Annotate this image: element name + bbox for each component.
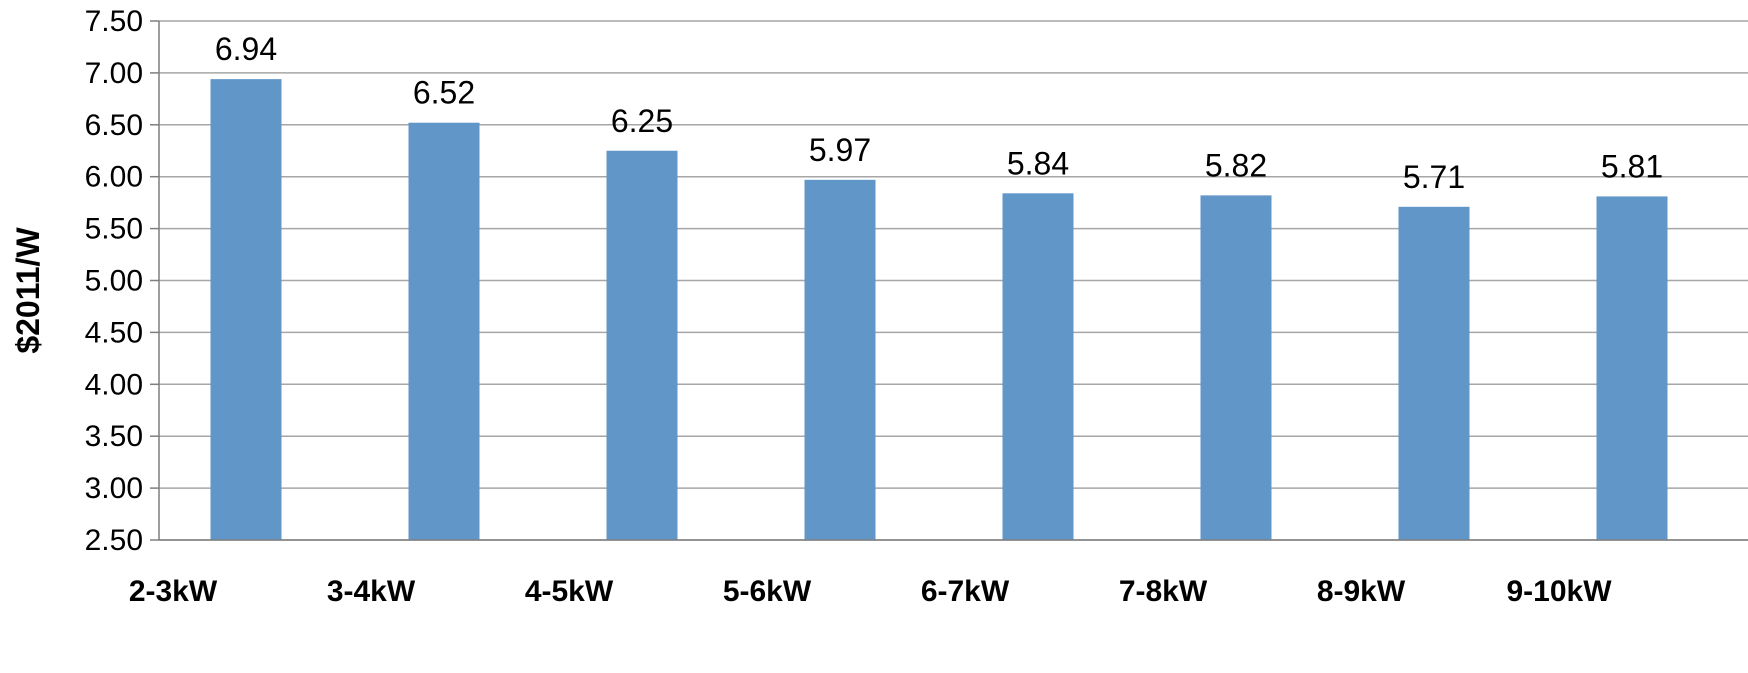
y-tick-label: 2.50: [85, 524, 143, 557]
data-label: 5.81: [1601, 148, 1663, 184]
y-tick-label: 3.50: [85, 420, 143, 453]
x-category-label: 5-6kW: [723, 575, 812, 608]
bar: [1596, 196, 1668, 540]
y-tick-label: 4.00: [85, 368, 143, 401]
x-category-label: 4-5kW: [525, 575, 614, 608]
bar: [606, 150, 678, 540]
x-category-label: 3-4kW: [327, 575, 416, 608]
x-category-label: 2-3kW: [129, 575, 218, 608]
y-tick-label: 6.00: [85, 161, 143, 194]
bars: [210, 79, 1668, 541]
data-label: 6.25: [611, 103, 673, 139]
y-tick-label: 7.00: [85, 57, 143, 90]
y-axis-title: $2011/W: [10, 227, 46, 354]
bar: [1398, 206, 1470, 540]
data-label: 6.94: [215, 31, 277, 67]
y-tick-label: 6.50: [85, 109, 143, 142]
y-axis-tick-labels: 2.50 3.00 3.50 4.00 4.50 5.00 5.50 6.00 6.50 7.00…: [85, 5, 143, 557]
y-tick-label: 5.50: [85, 213, 143, 246]
bar: [408, 122, 480, 540]
y-tick-label: 7.50: [85, 5, 143, 38]
x-category-label: 9-10kW: [1506, 575, 1612, 608]
bar: [210, 79, 282, 541]
x-category-label: 7-8kW: [1119, 575, 1208, 608]
data-label: 5.82: [1205, 147, 1267, 183]
gridlines: [150, 20, 1748, 541]
data-label: 5.71: [1403, 159, 1465, 195]
data-label: 5.84: [1007, 145, 1069, 181]
bar: [1200, 195, 1272, 540]
bar: [804, 179, 876, 540]
x-category-label: 6-7kW: [921, 575, 1010, 608]
y-tick-label: 3.00: [85, 472, 143, 505]
x-axis-category-labels: 2-3kW 3-4kW 4-5kW 5-6kW 6-7kW 7-8kW 8-9kW 9-10k…: [129, 575, 1612, 608]
data-label: 5.97: [809, 132, 871, 168]
y-tick-label: 5.00: [85, 265, 143, 298]
y-tick-label: 4.50: [85, 316, 143, 349]
data-label: 6.52: [413, 75, 475, 111]
x-category-label: 8-9kW: [1317, 575, 1406, 608]
bar: [1002, 193, 1074, 541]
data-labels: 6.94 6.52 6.25 5.97 5.84 5.82 5.71 5.81: [215, 31, 1663, 195]
